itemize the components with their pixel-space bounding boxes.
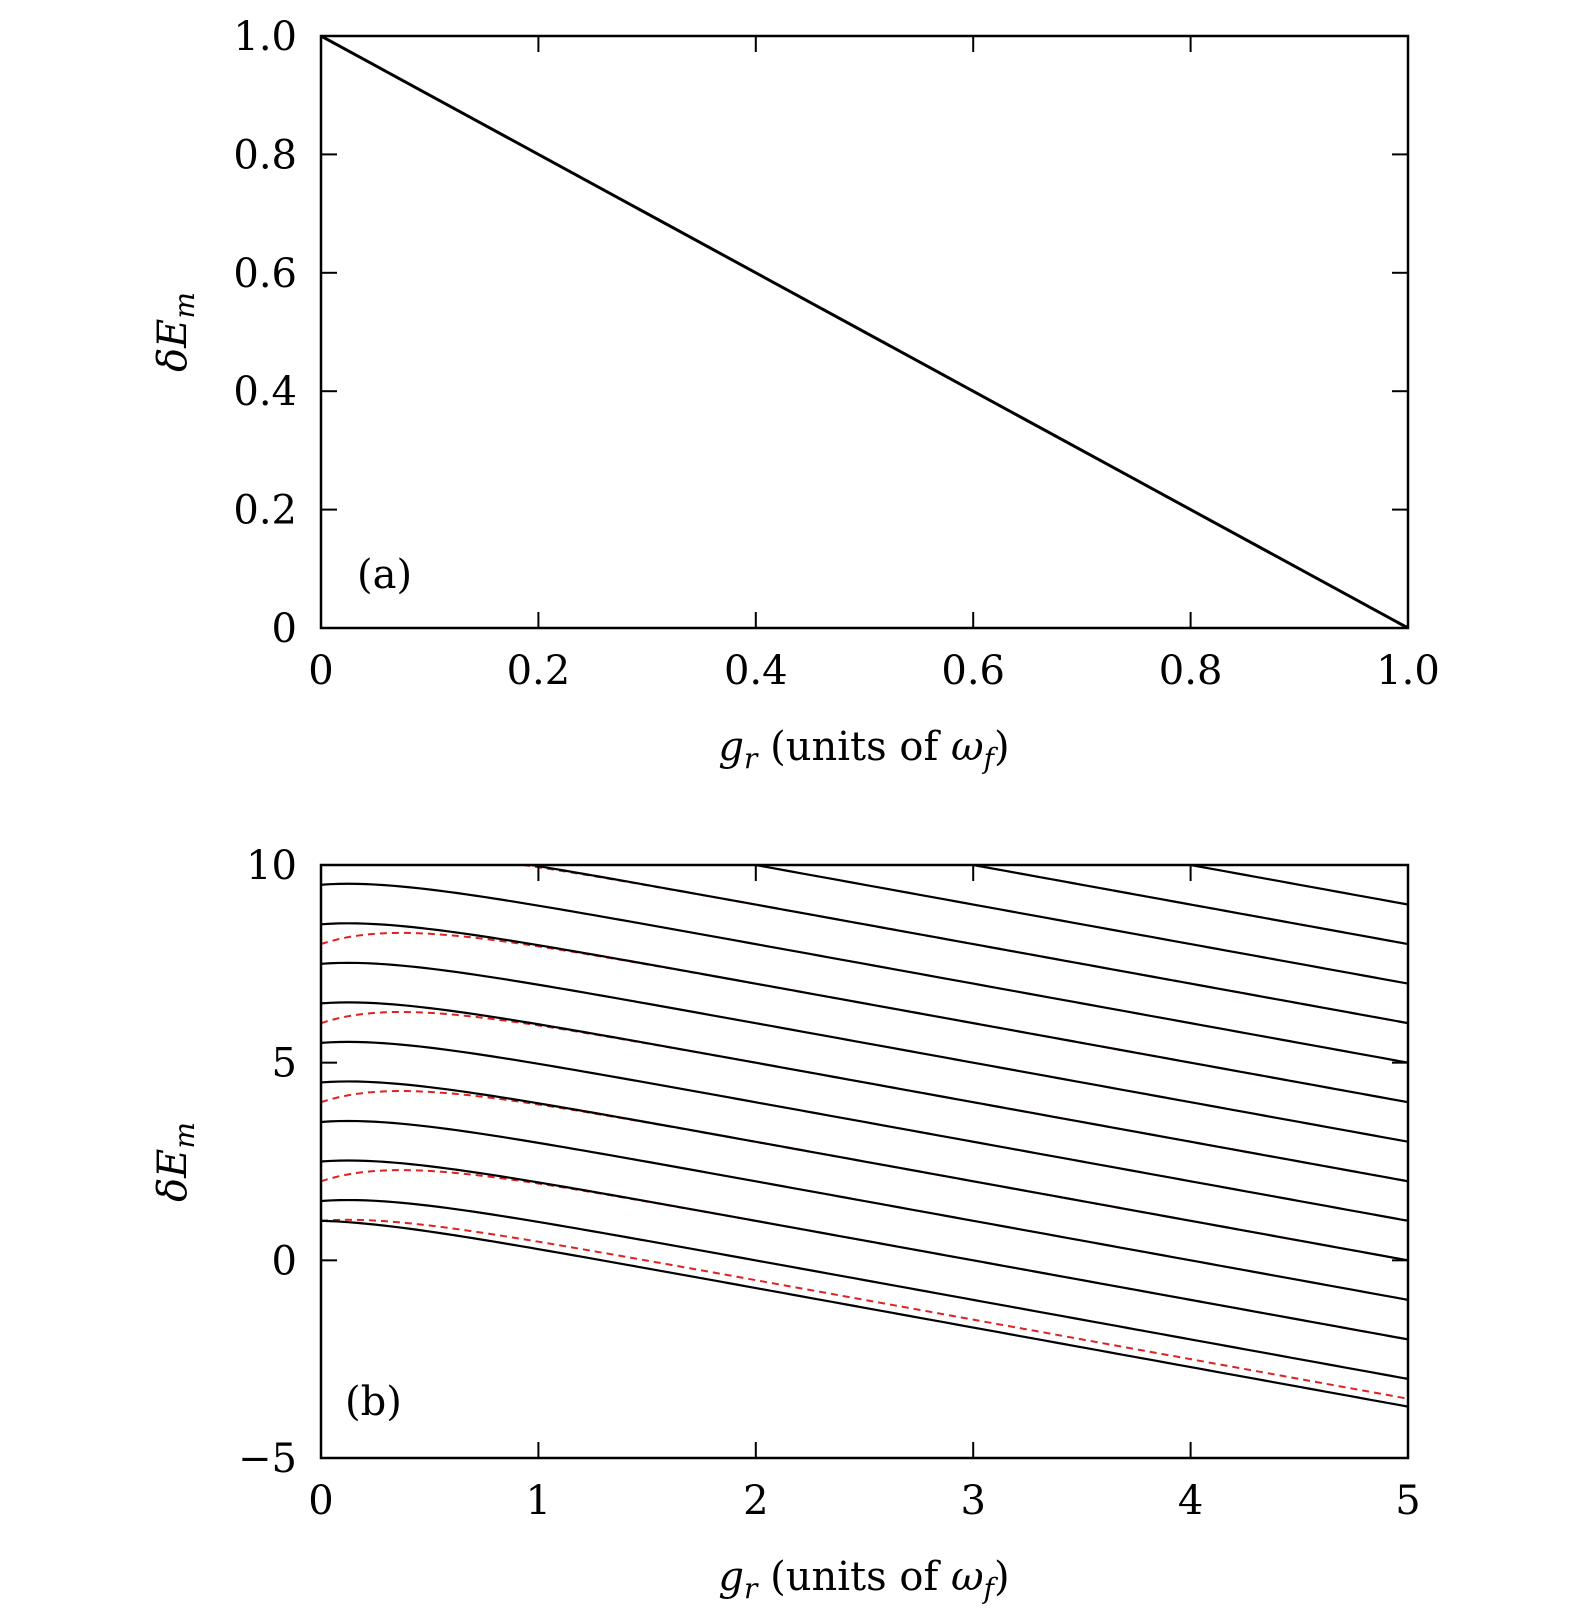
dashed-level-line — [321, 1090, 1408, 1262]
solid-level-line — [321, 961, 1408, 1143]
panel-b-frame — [319, 863, 1410, 1460]
solid-level-line — [321, 1159, 1408, 1341]
x-tick-label: 1.0 — [1376, 648, 1440, 694]
x-tick-label: 2 — [743, 1478, 768, 1524]
solid-level-line — [321, 922, 1408, 1104]
y-tick-label: 0.2 — [233, 488, 297, 534]
x-tick-label: 0.6 — [941, 648, 1005, 694]
x-tick-label: 0.2 — [507, 648, 571, 694]
dashed-level-line — [321, 1010, 1408, 1183]
x-tick-label: 0.4 — [724, 648, 788, 694]
solid-level-line — [967, 865, 1408, 946]
solid-level-line — [1401, 865, 1408, 867]
x-tick-label: 0.8 — [1159, 648, 1223, 694]
dashed-level-line — [321, 931, 1408, 1104]
solid-level-line — [321, 1219, 1408, 1408]
panel-a-series — [321, 36, 1408, 628]
dashed-level-line — [321, 1218, 1408, 1400]
solid-level-line — [1184, 865, 1408, 906]
solid-level-line — [749, 865, 1408, 985]
y-tick-label: 0.4 — [233, 369, 297, 415]
solid-level-line — [321, 1040, 1408, 1222]
y-tick-label: 1.0 — [233, 14, 297, 60]
x-tick-label: 4 — [1178, 1478, 1203, 1524]
y-tick-label: 0 — [272, 606, 297, 652]
panel-b-y-axis-label: δEm — [150, 1122, 201, 1202]
panel-b-series — [321, 865, 1408, 1408]
series-line — [321, 36, 1408, 628]
y-tick-label: 0 — [272, 1238, 297, 1284]
panel-a-frame — [319, 34, 1410, 630]
x-tick-label: 3 — [960, 1478, 985, 1524]
solid-level-line — [524, 865, 1408, 1025]
dashed-level-line — [321, 865, 1408, 1025]
y-tick-label: −5 — [238, 1436, 297, 1482]
panel-a-x-axis-label: gr (units of ωf) — [718, 724, 1009, 775]
panel-b-x-axis-label: gr (units of ωf) — [718, 1554, 1009, 1605]
dashed-level-line — [967, 865, 1408, 946]
solid-level-line — [321, 1080, 1408, 1262]
x-tick-label: 0 — [308, 648, 333, 694]
x-tick-label: 5 — [1395, 1478, 1420, 1524]
panel-b-label: (b) — [345, 1379, 402, 1425]
x-tick-label: 1 — [526, 1478, 551, 1524]
solid-level-line — [321, 1119, 1408, 1301]
panel-a: 0 0.2 0.4 0.6 0.8 1.0 0 0.2 0.4 0.6 0.8 1.0 (a) gr … — [150, 14, 1440, 775]
solid-level-line — [321, 882, 1408, 1064]
y-tick-label: 5 — [272, 1041, 297, 1087]
x-tick-label: 0 — [308, 1478, 333, 1524]
dashed-level-line — [321, 1169, 1408, 1341]
panel-a-y-axis-label: δEm — [150, 292, 201, 372]
panel-a-ticks: 0 0.2 0.4 0.6 0.8 1.0 0 0.2 0.4 0.6 0.8 1.0 — [233, 14, 1439, 694]
solid-level-line — [321, 1001, 1408, 1183]
y-tick-label: 10 — [246, 843, 297, 889]
y-tick-label: 0.6 — [233, 251, 297, 297]
y-tick-label: 0.8 — [233, 132, 297, 178]
panel-a-label: (a) — [357, 552, 412, 598]
solid-level-line — [321, 1198, 1408, 1381]
dashed-level-line — [1402, 865, 1408, 866]
